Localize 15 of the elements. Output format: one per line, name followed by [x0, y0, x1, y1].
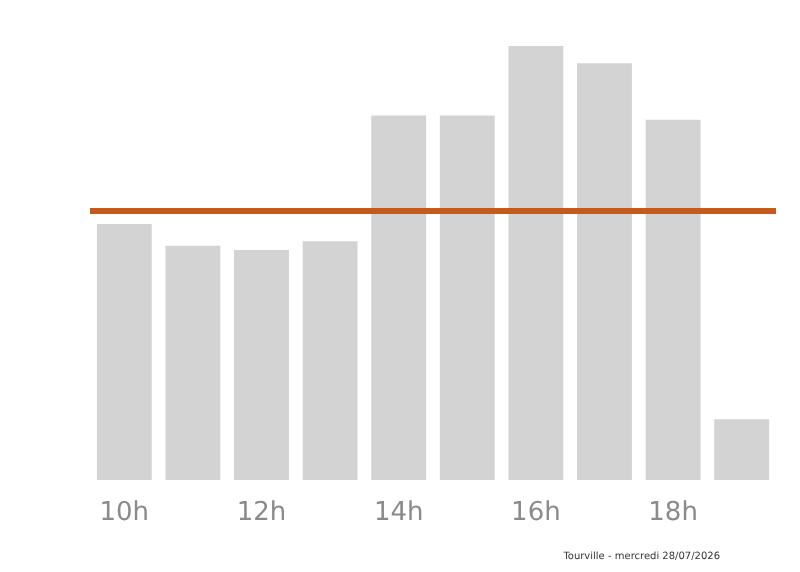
x-tick-label: 10h [99, 498, 150, 528]
x-tick-label: 12h [236, 498, 287, 528]
bar [96, 223, 152, 480]
bar [165, 245, 221, 480]
x-tick-label: 14h [373, 498, 424, 528]
bar [234, 249, 289, 480]
x-tick-label: 18h [648, 498, 698, 528]
bar [302, 241, 358, 480]
bar [508, 46, 564, 480]
bar [371, 115, 427, 480]
x-tick-label: 16h [511, 498, 561, 528]
bar [714, 419, 770, 480]
bar [645, 119, 701, 480]
bar [439, 115, 495, 480]
bar [577, 63, 632, 480]
